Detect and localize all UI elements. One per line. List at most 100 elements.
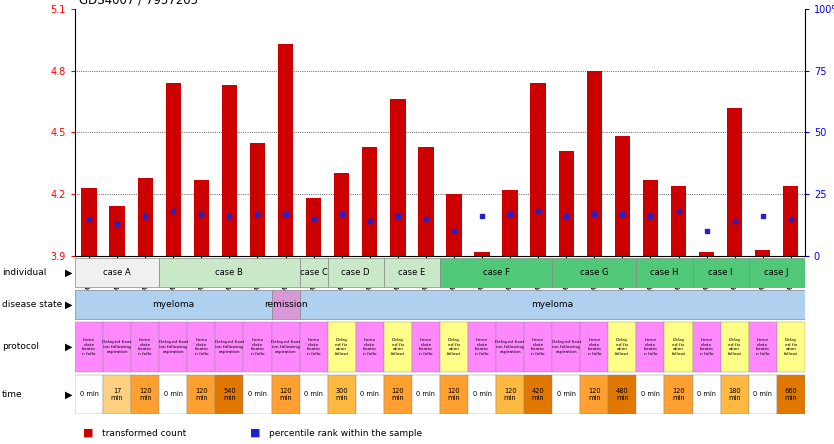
- Text: Delay
ed fix
ation
followi: Delay ed fix ation followi: [447, 338, 461, 356]
- Text: remission: remission: [264, 300, 308, 309]
- Text: Delay
ed fix
ation
followi: Delay ed fix ation followi: [671, 338, 686, 356]
- Bar: [552, 322, 580, 372]
- Bar: [580, 322, 608, 372]
- Text: transformed count: transformed count: [102, 428, 186, 438]
- Text: 120
min: 120 min: [139, 388, 152, 401]
- Text: Delay
ed fix
ation
followi: Delay ed fix ation followi: [784, 338, 798, 356]
- Bar: [727, 107, 742, 256]
- Bar: [334, 174, 349, 256]
- Text: 120
min: 120 min: [672, 388, 685, 401]
- Text: Imme
diate
fixatio
n follo: Imme diate fixatio n follo: [644, 338, 657, 356]
- Text: myeloma: myeloma: [153, 300, 194, 309]
- Bar: [552, 375, 580, 414]
- Bar: [82, 188, 97, 256]
- Text: 420
min: 420 min: [532, 388, 545, 401]
- Bar: [278, 44, 294, 256]
- Text: 0 min: 0 min: [753, 391, 772, 397]
- Bar: [496, 375, 524, 414]
- Bar: [755, 250, 771, 256]
- Bar: [328, 258, 384, 287]
- Bar: [131, 375, 159, 414]
- Text: GDS4007 / 7957205: GDS4007 / 7957205: [79, 0, 198, 7]
- Bar: [362, 147, 378, 256]
- Bar: [188, 322, 215, 372]
- Text: 120
min: 120 min: [279, 388, 292, 401]
- Text: 0 min: 0 min: [79, 391, 98, 397]
- Bar: [721, 322, 749, 372]
- Text: case J: case J: [765, 268, 789, 277]
- Bar: [384, 258, 440, 287]
- Bar: [75, 375, 103, 414]
- Text: 180
min: 180 min: [728, 388, 741, 401]
- Text: 480
min: 480 min: [616, 388, 629, 401]
- Text: myeloma: myeloma: [531, 300, 573, 309]
- Bar: [244, 375, 272, 414]
- Text: 120
min: 120 min: [195, 388, 208, 401]
- Bar: [721, 375, 749, 414]
- Bar: [636, 258, 692, 287]
- Text: Imme
diate
fixatio
n follo: Imme diate fixatio n follo: [363, 338, 377, 356]
- Bar: [636, 322, 665, 372]
- Text: 540
min: 540 min: [223, 388, 236, 401]
- Text: protocol: protocol: [2, 342, 38, 352]
- Text: ■: ■: [250, 428, 261, 438]
- Bar: [636, 375, 665, 414]
- Text: disease state: disease state: [2, 300, 62, 309]
- Bar: [159, 258, 299, 287]
- Text: case E: case E: [399, 268, 425, 277]
- Text: case H: case H: [651, 268, 679, 277]
- Bar: [193, 180, 209, 256]
- Bar: [699, 252, 714, 256]
- Text: Delayed fixat
ion following
aspiration: Delayed fixat ion following aspiration: [271, 341, 300, 353]
- Bar: [131, 322, 159, 372]
- Bar: [328, 375, 356, 414]
- Text: case G: case G: [580, 268, 609, 277]
- Bar: [384, 322, 412, 372]
- Bar: [299, 258, 328, 287]
- Bar: [692, 258, 749, 287]
- Text: ▶: ▶: [65, 342, 73, 352]
- Bar: [496, 322, 524, 372]
- Text: 0 min: 0 min: [416, 391, 435, 397]
- Text: ▶: ▶: [65, 389, 73, 399]
- Text: 17
min: 17 min: [111, 388, 123, 401]
- Bar: [272, 375, 299, 414]
- Text: 120
min: 120 min: [391, 388, 404, 401]
- Bar: [608, 322, 636, 372]
- Text: Imme
diate
fixatio
n follo: Imme diate fixatio n follo: [419, 338, 433, 356]
- Bar: [665, 322, 692, 372]
- Bar: [692, 322, 721, 372]
- Text: individual: individual: [2, 268, 46, 277]
- Bar: [615, 136, 631, 256]
- Text: 660
min: 660 min: [785, 388, 797, 401]
- Bar: [692, 375, 721, 414]
- Bar: [249, 143, 265, 256]
- Bar: [502, 190, 518, 256]
- Text: percentile rank within the sample: percentile rank within the sample: [269, 428, 422, 438]
- Bar: [103, 322, 131, 372]
- Bar: [671, 186, 686, 256]
- Text: Imme
diate
fixatio
n follo: Imme diate fixatio n follo: [756, 338, 770, 356]
- Bar: [272, 290, 299, 319]
- Text: 0 min: 0 min: [248, 391, 267, 397]
- Text: 0 min: 0 min: [163, 391, 183, 397]
- Bar: [215, 375, 244, 414]
- Bar: [559, 151, 574, 256]
- Text: Imme
diate
fixatio
n follo: Imme diate fixatio n follo: [251, 338, 264, 356]
- Text: Delayed fixat
ion following
aspiration: Delayed fixat ion following aspiration: [158, 341, 188, 353]
- Text: Imme
diate
fixatio
n follo: Imme diate fixatio n follo: [307, 338, 320, 356]
- Bar: [749, 322, 776, 372]
- Bar: [384, 375, 412, 414]
- Bar: [188, 375, 215, 414]
- Bar: [356, 322, 384, 372]
- Text: case D: case D: [341, 268, 370, 277]
- Text: time: time: [2, 390, 23, 399]
- Bar: [356, 375, 384, 414]
- Text: 0 min: 0 min: [557, 391, 575, 397]
- Bar: [665, 375, 692, 414]
- Bar: [222, 85, 237, 256]
- Text: 120
min: 120 min: [504, 388, 516, 401]
- Bar: [440, 322, 468, 372]
- Bar: [299, 375, 328, 414]
- Bar: [138, 178, 153, 256]
